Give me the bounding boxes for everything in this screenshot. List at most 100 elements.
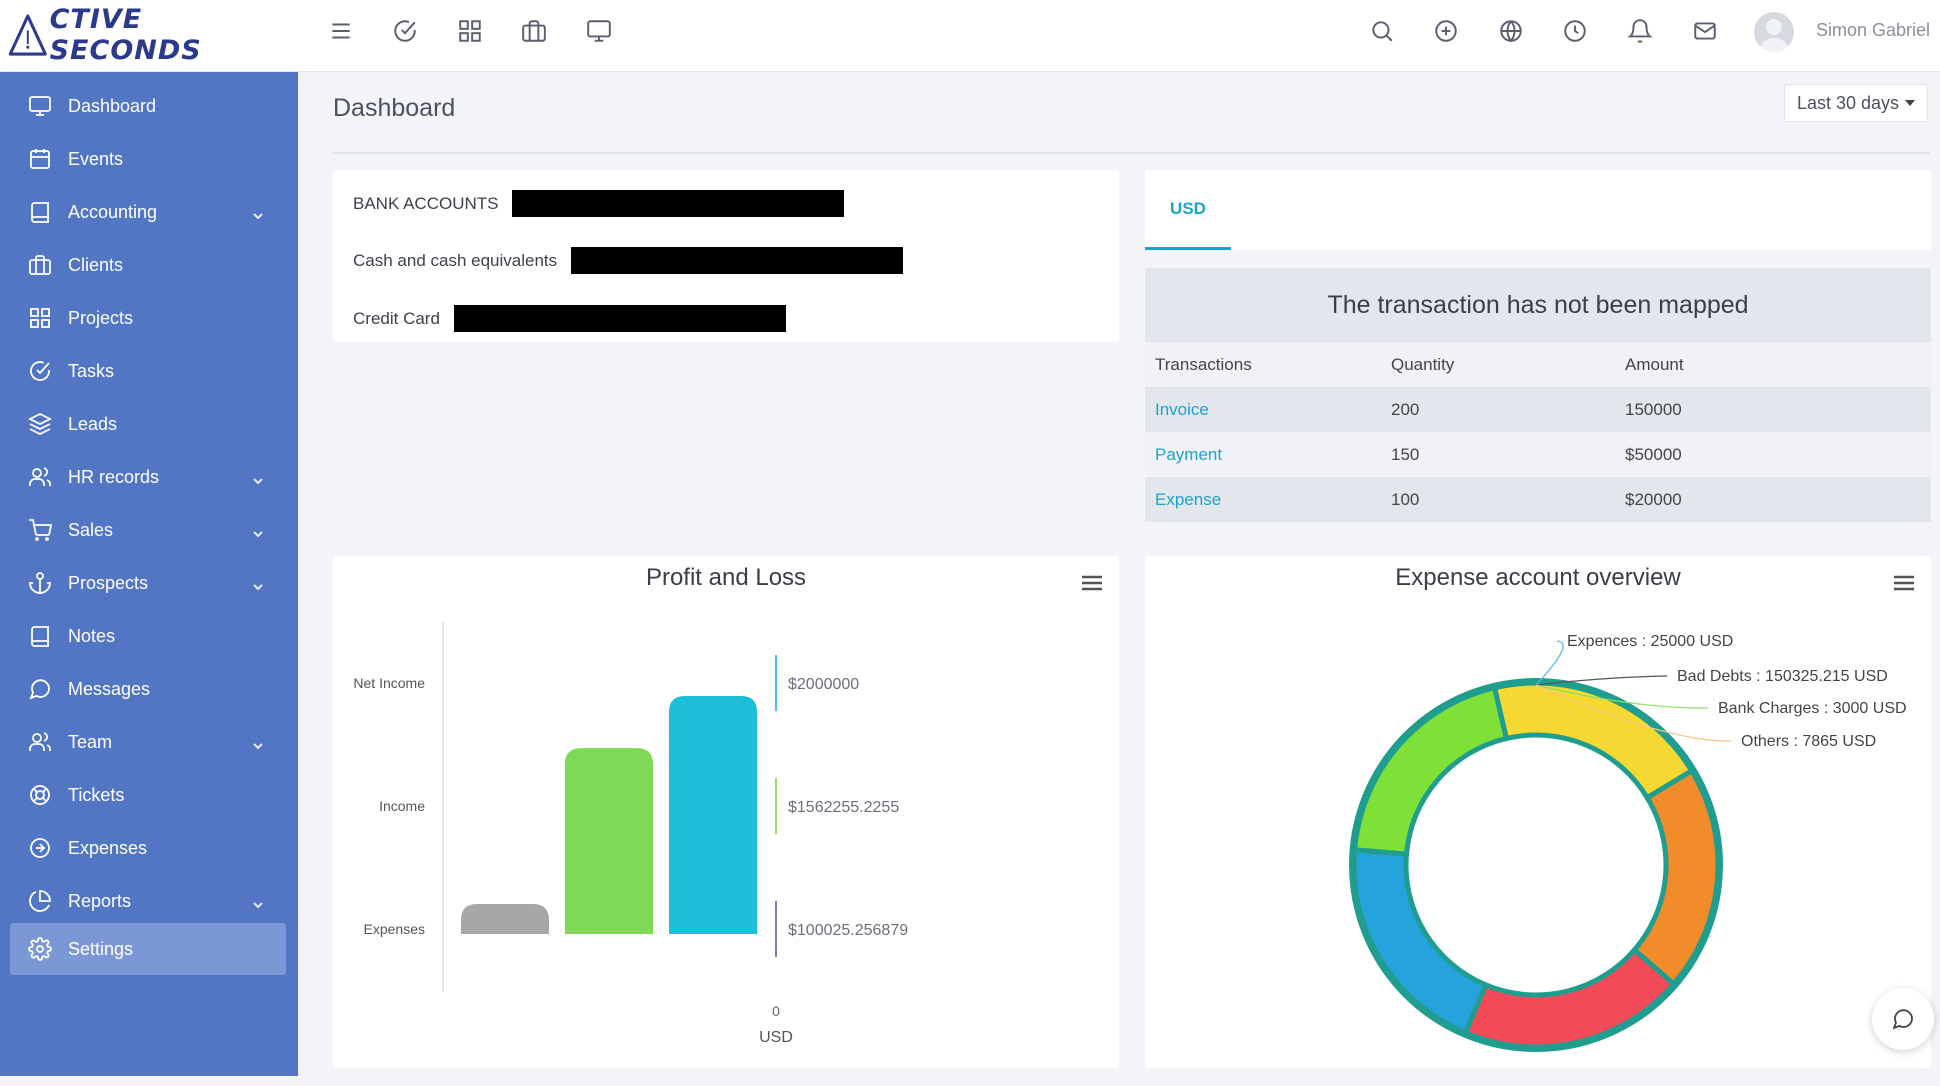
sidebar-item-label: Projects <box>68 307 134 328</box>
book-icon <box>28 624 52 648</box>
leader-line <box>1535 684 1709 709</box>
logo[interactable]: CTIVE SECONDS <box>8 4 244 66</box>
logo-text: CTIVE SECONDS <box>49 4 202 66</box>
sidebar-item-tickets[interactable]: Tickets <box>0 769 298 821</box>
grid-icon <box>28 306 52 330</box>
sidebar-item-label: Tickets <box>68 784 125 805</box>
header-divider <box>333 152 1930 154</box>
chart-title: Expense account overview <box>1395 564 1681 591</box>
bank-row-cash: Cash and cash equivalents <box>353 247 904 274</box>
chart-menu-icon[interactable] <box>1891 570 1917 596</box>
donut-sector <box>1630 767 1721 988</box>
pie-icon <box>28 889 52 913</box>
donut-sector <box>1351 846 1489 1037</box>
category-label: Net Income <box>353 675 425 691</box>
globe-icon[interactable] <box>1496 16 1526 46</box>
amount-cell: $50000 <box>1625 444 1682 464</box>
monitor-icon[interactable] <box>584 16 614 46</box>
chevron-down-icon <box>252 577 264 591</box>
bank-accounts-card: BANK ACCOUNTS Cash and cash equivalents … <box>333 170 1119 342</box>
sidebar-item-label: Expenses <box>68 837 148 858</box>
lifebuoy-icon <box>28 783 52 807</box>
quantity-cell: 100 <box>1391 489 1420 509</box>
transaction-link-payment[interactable]: Payment <box>1155 444 1223 464</box>
calendar-icon <box>28 147 52 171</box>
sidebar-item-expenses[interactable]: Expenses <box>0 822 298 874</box>
users-icon <box>28 730 52 754</box>
caret-down-icon <box>1905 100 1916 106</box>
transaction-link-invoice[interactable]: Invoice <box>1155 399 1209 419</box>
avatar[interactable] <box>1754 12 1794 52</box>
sidebar-item-accounting[interactable]: Accounting <box>0 186 298 238</box>
bell-icon[interactable] <box>1625 16 1655 46</box>
monitor-icon <box>28 94 52 118</box>
sidebar-item-events[interactable]: Events <box>0 133 298 185</box>
menu-icon[interactable] <box>326 16 356 46</box>
redacted-value <box>571 247 904 274</box>
check-circle-icon[interactable] <box>390 16 420 46</box>
transactions-table: Transactions Quantity Amount Invoice 200… <box>1145 342 1931 522</box>
chat-icon <box>1892 1009 1913 1030</box>
tab-usd[interactable]: USD <box>1145 170 1231 250</box>
x-axis-label: USD <box>759 1029 793 1046</box>
column-header: Amount <box>1625 354 1684 374</box>
chevron-down-icon <box>252 895 264 909</box>
sidebar-item-leads[interactable]: Leads <box>0 398 298 450</box>
page-title: Dashboard <box>333 94 456 122</box>
sidebar-item-clients[interactable]: Clients <box>0 239 298 291</box>
clock-icon[interactable] <box>1560 16 1590 46</box>
arrow-circle-icon <box>28 836 52 860</box>
profit-loss-chart: Net Income Income Expenses $2000000 $1562255… <box>353 622 908 1046</box>
user-name[interactable]: Simon Gabriel <box>1816 20 1931 40</box>
chat-icon <box>28 677 52 701</box>
sidebar-item-sales[interactable]: Sales <box>0 504 298 556</box>
cart-icon <box>28 518 53 542</box>
chat-widget-button[interactable] <box>1872 988 1934 1050</box>
sidebar-item-notes[interactable]: Notes <box>0 610 298 662</box>
sidebar-item-label: HR records <box>68 466 160 487</box>
users-icon <box>28 465 52 489</box>
slice-label: Bank Charges : 3000 USD <box>1718 700 1907 717</box>
plus-circle-icon[interactable] <box>1431 16 1461 46</box>
sidebar-item-projects[interactable]: Projects <box>0 292 298 344</box>
redacted-value <box>453 305 786 332</box>
anchor-icon <box>28 571 52 595</box>
bank-row-bank-accounts: BANK ACCOUNTS <box>353 190 845 217</box>
layers-icon <box>27 412 53 436</box>
gear-icon <box>28 937 52 961</box>
sidebar-item-hr-records[interactable]: HR records <box>0 451 298 503</box>
date-range-dropdown[interactable]: Last 30 days <box>1784 84 1928 122</box>
sidebar-item-label: Prospects <box>68 572 149 593</box>
sidebar-item-label: Sales <box>68 519 114 540</box>
slice-label: Others : 7865 USD <box>1741 733 1876 750</box>
briefcase-icon <box>28 253 52 277</box>
chart-menu-icon[interactable] <box>1079 570 1105 596</box>
bar-income <box>565 748 653 934</box>
data-label: $1562255.2255 <box>788 799 899 816</box>
grid-icon[interactable] <box>455 16 485 46</box>
sidebar-item-label: Team <box>68 731 113 752</box>
expense-overview-chart-card: Expense account overview Expences : 2500… <box>1145 556 1931 1068</box>
table-row: Invoice 200 150000 <box>1145 387 1931 432</box>
sidebar-item-label: Messages <box>68 678 151 699</box>
sidebar-item-messages[interactable]: Messages <box>0 663 298 715</box>
leader-line <box>1535 675 1668 686</box>
sidebar-item-team[interactable]: Team <box>0 716 298 768</box>
briefcase-icon[interactable] <box>519 16 549 46</box>
sidebar: Dashboard Events Accounting Clients Proj… <box>0 72 298 1076</box>
mail-icon[interactable] <box>1690 16 1720 46</box>
sidebar-item-reports[interactable]: Reports <box>0 875 298 927</box>
sidebar-item-tasks[interactable]: Tasks <box>0 345 298 397</box>
chevron-down-icon <box>252 524 264 538</box>
axis-zero-label: 0 <box>772 1003 780 1019</box>
column-header: Quantity <box>1391 354 1455 374</box>
slice-label: Expences : 25000 USD <box>1567 633 1733 650</box>
sidebar-item-settings[interactable]: Settings <box>10 923 286 975</box>
search-icon[interactable] <box>1367 16 1397 46</box>
sidebar-item-prospects[interactable]: Prospects <box>0 557 298 609</box>
table-row: Payment 150 $50000 <box>1145 432 1931 477</box>
bank-row-credit-card: Credit Card <box>353 305 786 332</box>
chevron-down-icon <box>252 206 264 220</box>
transaction-link-expense[interactable]: Expense <box>1155 489 1222 509</box>
sidebar-item-dashboard[interactable]: Dashboard <box>0 80 298 132</box>
